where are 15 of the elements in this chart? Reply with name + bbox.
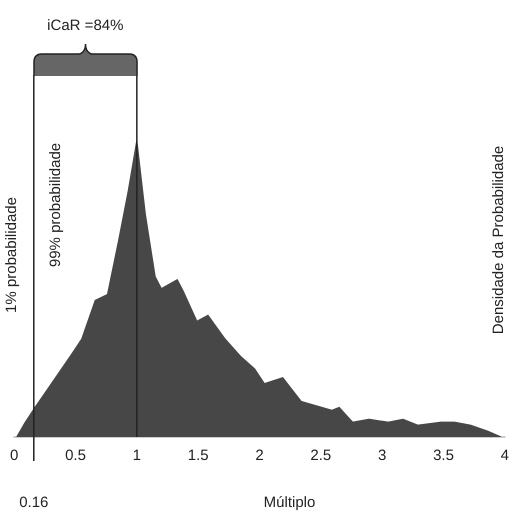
x-tick-label: 4	[500, 447, 509, 464]
x-tick-label: 2	[255, 447, 264, 464]
annotation: 1% probabilidade	[2, 197, 20, 313]
ref-line-label: 0.16	[19, 494, 48, 512]
x-tick-label: 3	[378, 447, 386, 464]
x-tick-label: 3.5	[433, 447, 454, 464]
annotation: 99% probabilidade	[46, 142, 64, 268]
x-tick-label: 1.5	[188, 447, 209, 464]
y-axis-title: Densidade da Probabilidade	[490, 146, 507, 334]
text: iCaR =84%	[47, 17, 124, 34]
x-tick-label: 0	[10, 447, 18, 464]
x-axis-title: Múltiplo	[264, 494, 316, 512]
x-tick-label: 0.5	[65, 447, 86, 464]
x-tick-label: 1	[132, 447, 142, 464]
x-tick-label: 2.5	[310, 447, 332, 464]
